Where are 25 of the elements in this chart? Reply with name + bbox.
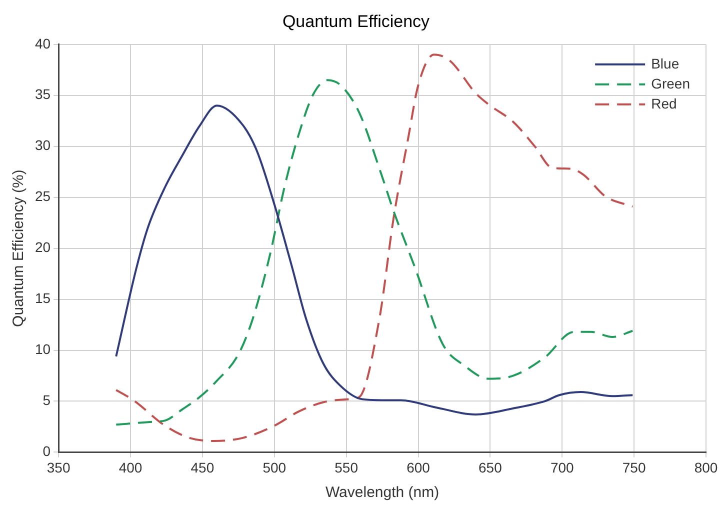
x-tick-label: 350 [46,459,70,476]
chart-title: Quantum Efficiency [282,12,430,31]
y-tick-label: 15 [34,290,51,306]
y-tick-label: 35 [34,86,51,102]
y-tick-label: 30 [34,137,51,154]
x-tick-label: 650 [478,459,502,476]
x-tick-label: 500 [262,459,286,476]
x-tick-label: 450 [190,459,214,476]
legend-label: Blue [651,55,680,72]
y-tick-label: 0 [42,443,51,460]
x-tick-label: 800 [694,459,718,476]
y-tick-label: 40 [34,35,51,52]
x-tick-label: 750 [622,459,646,476]
legend-label: Green [651,75,690,92]
x-tick-label: 400 [118,459,142,476]
x-tick-label: 600 [406,459,430,476]
x-axis-title: Wavelength (nm) [325,484,440,502]
legend-label: Red [651,95,677,112]
y-axis-title: Quantum Efficiency (%) [10,170,28,327]
y-tick-label: 10 [34,341,51,358]
y-tick-label: 5 [42,392,51,408]
x-tick-label: 700 [550,459,574,476]
y-tick-label: 25 [34,188,51,204]
x-tick-label: 550 [334,459,358,476]
y-tick-label: 20 [34,239,51,256]
